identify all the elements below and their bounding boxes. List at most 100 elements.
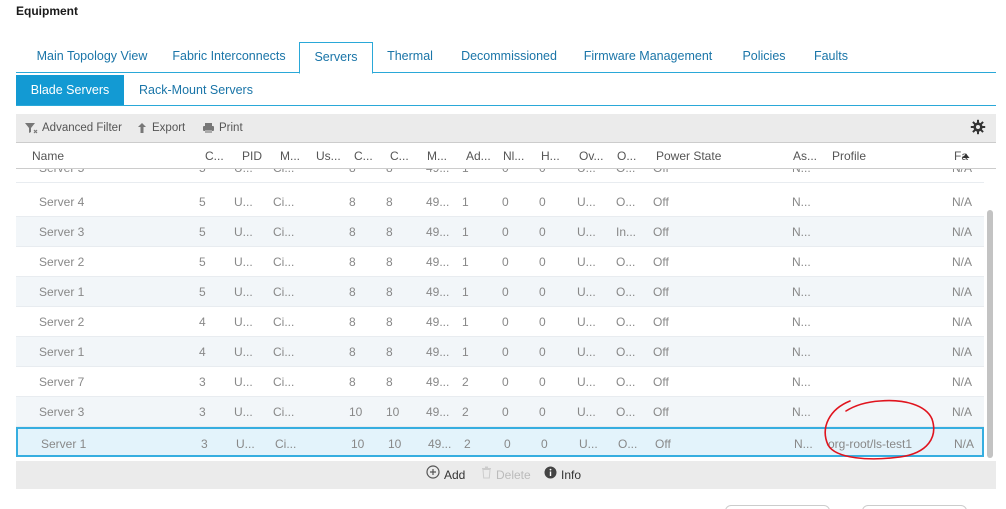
cell-name: Server 3 <box>39 405 85 419</box>
cell-name: Server 4 <box>39 195 85 209</box>
column-header-pid[interactable]: PID <box>242 149 263 163</box>
column-header-overall-status[interactable]: Ov... <box>579 149 604 163</box>
column-header-user-label[interactable]: Us... <box>316 149 341 163</box>
table-row[interactable]: Server 4 5 U... Ci... 8 8 49... 1 0 0 U... O... Off N… <box>16 187 984 217</box>
table-row[interactable]: Server 7 3 U... Ci... 8 8 49... 2 0 0 U... O... Off N… <box>16 367 984 397</box>
cell-overall-status: U... <box>577 375 596 389</box>
filter-icon <box>24 122 38 134</box>
table-row[interactable]: Server 3 3 U... Ci... 10 10 49... 2 0 0 U... O... Of… <box>16 397 984 427</box>
cell-chassis: 5 <box>199 225 206 239</box>
cell-cores-enabled: 10 <box>386 405 400 419</box>
cell-name: Server 1 <box>39 345 85 359</box>
tab-firmware-management[interactable]: Firmware Management <box>583 49 713 63</box>
cell-name: Server 5 <box>39 169 84 183</box>
tab-decommissioned[interactable]: Decommissioned <box>461 49 557 63</box>
cell-cores: 8 <box>349 195 356 209</box>
cell-model: Ci... <box>273 255 295 269</box>
cell-chassis: 5 <box>199 255 206 269</box>
cell-model: Ci... <box>273 405 295 419</box>
cell-model: Ci... <box>273 375 295 389</box>
cell-cores: 8 <box>349 225 356 239</box>
table-row[interactable]: Server 2 4 U... Ci... 8 8 49... 1 0 0 U... O... Off N… <box>16 307 984 337</box>
info-button[interactable]: Info <box>544 461 581 489</box>
cell-pid: U... <box>236 437 255 451</box>
cell-pid: U... <box>234 195 253 209</box>
column-header-name[interactable]: Name <box>32 149 65 163</box>
tab-main-topology-view[interactable]: Main Topology View <box>36 49 148 63</box>
cell-adapters: 2 <box>464 437 471 451</box>
delete-button[interactable]: Delete <box>481 461 531 489</box>
cell-overall-status: U... <box>577 315 596 329</box>
gear-icon[interactable] <box>970 119 986 138</box>
cell-memory: 49... <box>426 255 450 269</box>
table-row-partial[interactable]: Server 5 5 U... Ci... 8 8 49... 1 0 0 U... O... Off N… <box>16 169 984 183</box>
table-row[interactable]: Server 3 5 U... Ci... 8 8 49... 1 0 0 U... In... Off… <box>16 217 984 247</box>
cell-power-state: Off <box>653 375 669 389</box>
cell-power-state: Off <box>653 285 669 299</box>
tab-fabric-interconnects[interactable]: Fabric Interconnects <box>172 49 286 63</box>
cell-assoc-state: N... <box>792 195 811 209</box>
add-button[interactable]: Add <box>426 461 465 489</box>
cell-pid: U... <box>234 315 253 329</box>
table-row[interactable]: Server 1 5 U... Ci... 8 8 49... 1 0 0 U... O... Off N… <box>16 277 984 307</box>
column-header-assoc-state[interactable]: As... <box>793 149 818 163</box>
main-tab-bar: Main Topology View Fabric Interconnects … <box>16 42 996 74</box>
bottom-action-button-2[interactable] <box>862 505 967 509</box>
column-header-adapters[interactable]: Ad... <box>466 149 491 163</box>
cell-assoc-state: N... <box>792 345 811 359</box>
cell-chassis: 3 <box>199 405 206 419</box>
cell-adapters: 1 <box>462 195 469 209</box>
tab-faults[interactable]: Faults <box>813 49 849 63</box>
export-button[interactable]: Export <box>136 114 185 142</box>
column-header-operability[interactable]: O... <box>617 149 637 163</box>
cell-cores-enabled: 8 <box>386 285 393 299</box>
table-row-selected[interactable]: Server 1 3 U... Ci... 10 10 49... 2 0 0 U... O... Of… <box>16 427 984 457</box>
column-header-model[interactable]: M... <box>280 149 300 163</box>
table-row[interactable]: Server 1 4 U... Ci... 8 8 49... 1 0 0 U... O... Off N… <box>16 337 984 367</box>
cell-name: Server 1 <box>39 285 85 299</box>
tab-servers[interactable]: Servers <box>299 42 373 74</box>
cell-hbas: 0 <box>539 405 546 419</box>
column-header-power-state[interactable]: Power State <box>656 149 722 163</box>
cell-power-state: Off <box>653 255 669 269</box>
bottom-action-button-1[interactable] <box>725 505 830 509</box>
subtab-rack-mount-servers[interactable]: Rack-Mount Servers <box>139 83 253 97</box>
cell-memory: 49... <box>426 345 450 359</box>
column-header-memory[interactable]: M... <box>427 149 447 163</box>
print-button[interactable]: Print <box>202 114 243 142</box>
cell-memory: 49... <box>426 315 450 329</box>
cell-nics: 0 <box>502 195 509 209</box>
cell-cores: 8 <box>349 345 356 359</box>
cell-adapters: 2 <box>462 405 469 419</box>
cell-pid: U... <box>234 285 253 299</box>
cell-adapters: 1 <box>462 315 469 329</box>
cell-model: Ci... <box>273 225 295 239</box>
cell-nics: 0 <box>502 315 509 329</box>
table-toolbar: Advanced Filter Export Print <box>16 114 996 142</box>
cell-hbas: 0 <box>539 345 546 359</box>
cell-hbas: 0 <box>539 225 546 239</box>
cell-chassis: 5 <box>199 285 206 299</box>
cell-name: Server 1 <box>41 437 87 451</box>
cell-memory: 49... <box>426 169 449 183</box>
tab-policies[interactable]: Policies <box>742 49 786 63</box>
print-label: Print <box>219 122 243 134</box>
column-header-profile[interactable]: Profile <box>832 149 867 163</box>
column-header-hbas[interactable]: H... <box>541 149 560 163</box>
cell-memory: 49... <box>426 225 450 239</box>
table-row[interactable]: Server 2 5 U... Ci... 8 8 49... 1 0 0 U... O... Off N… <box>16 247 984 277</box>
column-header-cores-enabled[interactable]: C... <box>390 149 409 163</box>
info-label: Info <box>561 468 582 482</box>
column-header-chassis[interactable]: C... <box>205 149 224 163</box>
scrollbar-thumb[interactable] <box>987 210 993 458</box>
column-header-fault[interactable]: Fa <box>954 143 970 169</box>
column-header-cores[interactable]: C... <box>354 149 373 163</box>
cell-assoc-state: N... <box>792 225 811 239</box>
subtab-blade-servers[interactable]: Blade Servers <box>16 75 124 105</box>
advanced-filter-button[interactable]: Advanced Filter <box>24 114 122 142</box>
column-header-nics[interactable]: Nl... <box>503 149 525 163</box>
cell-operability: O... <box>616 285 636 299</box>
page-title: Equipment <box>16 4 78 18</box>
tab-thermal[interactable]: Thermal <box>387 49 433 63</box>
cell-power-state: Off <box>653 195 669 209</box>
